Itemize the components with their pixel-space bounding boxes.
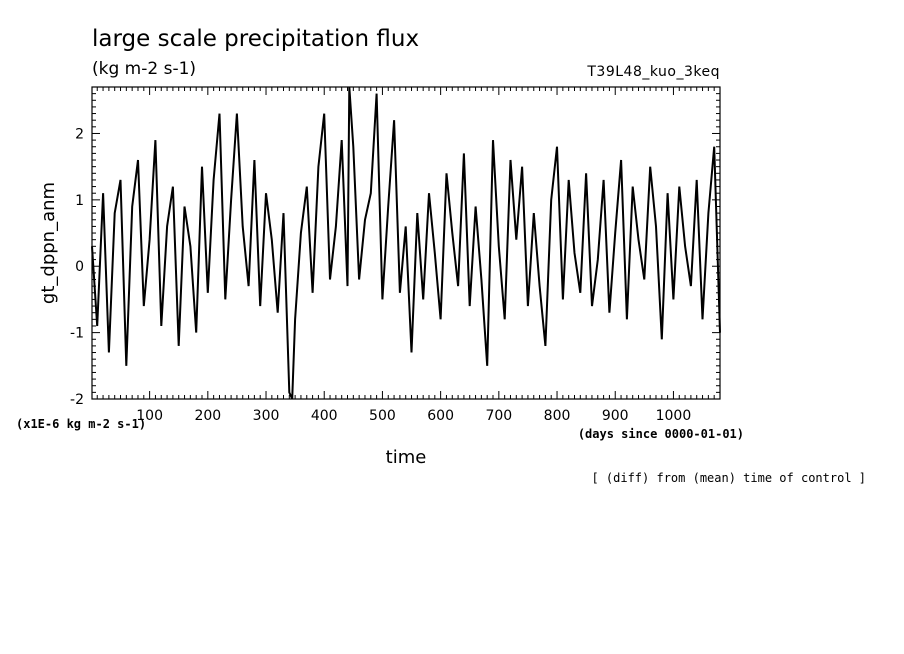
x-tick-label: 300 <box>253 408 280 424</box>
x-unit-label: (days since 0000-01-01) <box>578 427 744 441</box>
x-tick-label: 700 <box>485 408 512 424</box>
x-tick-label: 800 <box>544 408 571 424</box>
y-tick-label: 0 <box>75 259 84 275</box>
x-tick-label: 400 <box>311 408 338 424</box>
x-axis-label: time <box>386 447 427 468</box>
plot-area <box>91 86 721 400</box>
x-tick-label: 600 <box>427 408 454 424</box>
y-tick-label: -2 <box>70 392 84 408</box>
x-tick-labels: 100 200 300 400 500 600 700 800 900 1000 <box>136 408 691 424</box>
y-tick-labels: -2 -1 0 1 2 <box>70 126 84 408</box>
ticks <box>92 86 720 400</box>
chart-subtitle: (kg m-2 s-1) <box>92 59 196 79</box>
chart-title: large scale precipitation flux <box>92 26 419 52</box>
run-label: T39L48_kuo_3keq <box>586 64 720 80</box>
x-tick-label: 500 <box>369 408 396 424</box>
series-line <box>91 86 721 400</box>
footnote: [ (diff) from (mean) time of control ] <box>591 471 866 485</box>
x-tick-label: 100 <box>136 408 163 424</box>
y-tick-label: 1 <box>75 193 84 209</box>
y-tick-label: 2 <box>75 126 84 142</box>
y-axis-label: gt_dppn_anm <box>38 182 59 304</box>
y-unit-label: (x1E-6 kg m-2 s-1) <box>16 417 146 431</box>
x-tick-label: 900 <box>602 408 629 424</box>
x-tick-label: 200 <box>194 408 221 424</box>
x-tick-label: 1000 <box>656 408 692 424</box>
y-tick-label: -1 <box>70 326 84 342</box>
series-layer <box>91 86 721 400</box>
